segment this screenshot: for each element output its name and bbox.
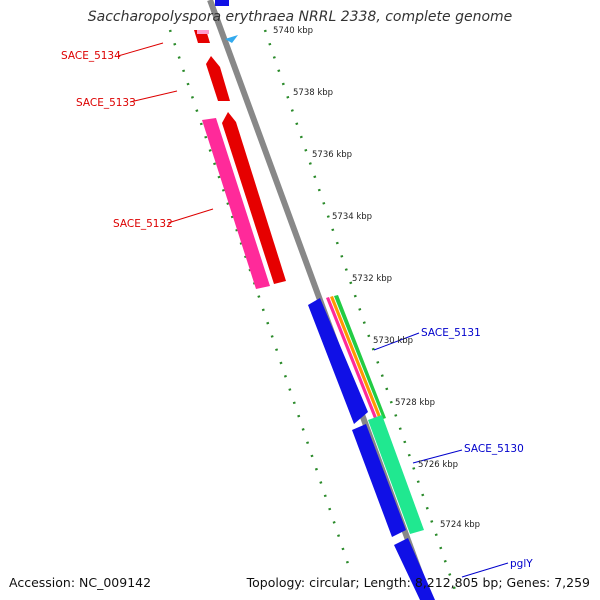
leader-sace-5134 — [117, 42, 164, 57]
leader-sace-5131 — [373, 332, 420, 351]
accession-text: Accession: NC_009142 — [9, 575, 152, 590]
strand-orange — [330, 296, 382, 420]
cds-pgly[interactable] — [394, 538, 435, 600]
tick-label: 5732 kbp — [352, 274, 392, 284]
leader-sace-5133 — [129, 90, 178, 103]
leader-pgly — [461, 562, 509, 578]
gene-label-sace-5134[interactable]: SACE_5134 — [61, 50, 121, 62]
cds-sace-5132[interactable] — [222, 112, 286, 284]
tick-label: 5738 kbp — [293, 88, 333, 98]
cds-sace-5130[interactable] — [352, 424, 406, 537]
tick-label: 5728 kbp — [395, 398, 435, 408]
leader-sace-5132 — [167, 208, 214, 224]
position-marker — [225, 35, 238, 43]
pink-feature-upper — [202, 118, 270, 289]
tick-label: 5734 kbp — [332, 212, 372, 222]
tick-label: 5736 kbp — [312, 150, 352, 160]
gene-label-sace-5133[interactable]: SACE_5133 — [76, 97, 136, 109]
tick-label: 5726 kbp — [418, 460, 458, 470]
feature-top-blue — [215, 0, 229, 6]
gene-label-sace-5130[interactable]: SACE_5130 — [464, 443, 524, 455]
genome-meta-text: Topology: circular; Length: 8,212,805 bp… — [246, 575, 590, 590]
tick-label: 5730 kbp — [373, 336, 413, 346]
gene-label-pgly[interactable]: pglY — [510, 558, 533, 570]
green-feature — [368, 415, 424, 534]
gene-label-sace-5132[interactable]: SACE_5132 — [113, 218, 173, 230]
leader-sace-5130 — [412, 449, 463, 464]
cds-sace-5131[interactable] — [308, 298, 368, 424]
gene-label-sace-5131[interactable]: SACE_5131 — [421, 327, 481, 339]
feature-top-pink — [197, 30, 209, 34]
tick-label: 5724 kbp — [440, 520, 480, 530]
strand-pink — [326, 297, 378, 421]
tick-track — [263, 29, 457, 591]
strand-green-thin — [334, 295, 386, 419]
cds-sace-5133[interactable] — [206, 56, 230, 101]
map-title: Saccharopolyspora erythraea NRRL 2338, c… — [87, 9, 513, 25]
tick-label: 5740 kbp — [273, 26, 313, 36]
